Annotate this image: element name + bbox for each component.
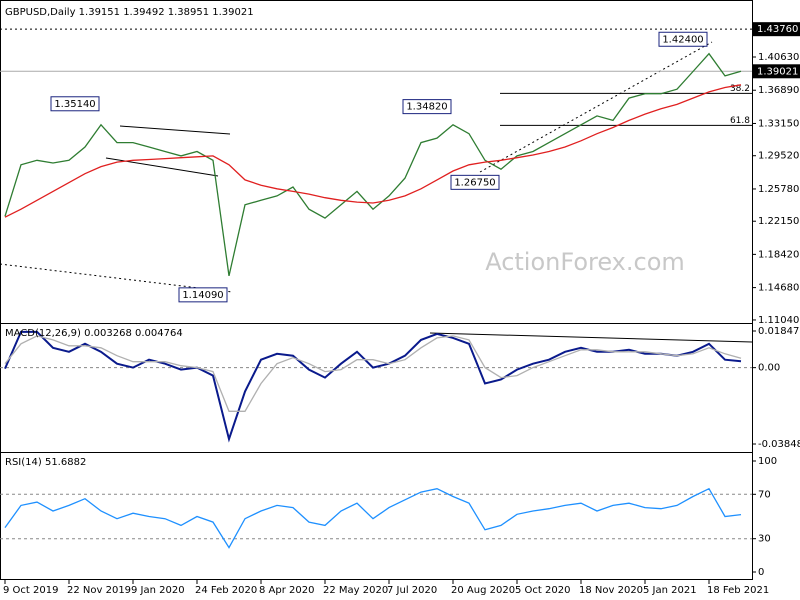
annotation-box xyxy=(658,31,708,47)
y-tick-label: 0.018471 xyxy=(758,326,800,337)
y-tick-label: 100 xyxy=(758,456,777,467)
fib-label: 38.2 xyxy=(730,84,750,94)
annotation: 1.42400 xyxy=(662,34,703,45)
y-tick-label: 1.18420 xyxy=(758,249,799,260)
x-tick-label: 5 Jan 2021 xyxy=(643,585,697,596)
reference-label: 1.43760 xyxy=(757,24,798,35)
channel-line xyxy=(119,125,231,135)
x-tick-label: 9 Jan 2020 xyxy=(131,585,185,596)
annotation-box xyxy=(450,174,500,190)
y-tick-label: 1.36890 xyxy=(758,85,799,96)
y-tick-label: 1.33150 xyxy=(758,118,799,129)
x-tick-label: 5 Oct 2020 xyxy=(515,585,570,596)
y-tick-label: 1.11040 xyxy=(758,315,799,326)
x-tick-label: 18 Feb 2021 xyxy=(707,585,769,596)
x-tick-label: 20 Aug 2020 xyxy=(451,585,515,596)
annotation-box xyxy=(178,287,228,303)
y-tick-label: 70 xyxy=(758,489,771,500)
annotation: 1.35140 xyxy=(54,99,95,110)
y-tick-label: 1.40630 xyxy=(758,52,799,63)
annotation: 1.26750 xyxy=(454,177,495,188)
annotation: 1.14090 xyxy=(182,290,223,301)
panel-title: RSI(14) 51.6882 xyxy=(5,457,86,468)
annotation-box xyxy=(50,96,100,112)
x-tick-label: 22 May 2020 xyxy=(323,585,388,596)
y-tick-label: -0.038486 xyxy=(758,439,800,450)
x-tick-label: 24 Feb 2020 xyxy=(195,585,257,596)
series-line xyxy=(4,84,742,218)
y-tick-label: 1.14680 xyxy=(758,283,799,294)
price-label-box xyxy=(753,64,800,79)
y-tick-label: 1.22150 xyxy=(758,216,799,227)
y-tick-label: 0 xyxy=(758,567,764,578)
x-tick-label: 22 Nov 2019 xyxy=(67,585,131,596)
price-label-box xyxy=(753,22,800,37)
series-line xyxy=(4,335,742,412)
x-tick-label: 7 Jul 2020 xyxy=(387,585,437,596)
y-tick-label: 30 xyxy=(758,534,771,545)
x-tick-label: 18 Nov 2020 xyxy=(579,585,643,596)
plot-frame xyxy=(0,0,753,580)
y-tick-label: 1.25780 xyxy=(758,184,799,195)
annotation-box xyxy=(402,99,452,115)
watermark: ActionForex.com xyxy=(485,248,685,276)
series-line xyxy=(4,52,742,277)
panel-title: MACD(12,26,9) 0.003268 0.004764 xyxy=(5,328,183,339)
trend-line xyxy=(479,41,713,173)
annotation: 1.34820 xyxy=(406,102,447,113)
last-price-label: 1.39021 xyxy=(757,66,798,77)
series-line xyxy=(4,330,742,443)
y-tick-label: 1.29520 xyxy=(758,151,799,162)
x-tick-label: 8 Apr 2020 xyxy=(259,585,314,596)
series-line xyxy=(4,487,742,549)
panel-title: GBPUSD,Daily 1.39151 1.39492 1.38951 1.3… xyxy=(5,7,254,18)
fib-label: 61.8 xyxy=(730,116,750,126)
y-tick-label: 0.00 xyxy=(758,363,780,374)
x-tick-label: 9 Oct 2019 xyxy=(3,585,58,596)
trend-line xyxy=(0,263,233,293)
macd-trend-line xyxy=(429,332,753,343)
